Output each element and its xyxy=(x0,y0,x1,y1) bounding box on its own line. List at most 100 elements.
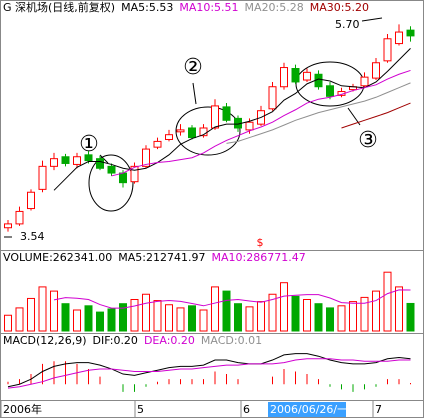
marker: $ xyxy=(257,236,264,249)
candle-body xyxy=(280,67,288,88)
x-tick-label: 6 xyxy=(243,403,250,416)
header-item: MA5:212741.97 xyxy=(118,251,205,264)
panel-header: VOLUME:262341.00 MA5:212741.97 MA10:286771… xyxy=(3,251,306,264)
volume-bar xyxy=(119,303,127,332)
candle-body xyxy=(222,106,231,121)
volume-bar xyxy=(107,308,116,332)
volume-bar xyxy=(50,290,58,332)
circled-number: ① xyxy=(79,132,99,157)
header-item: MA5:5.53 xyxy=(121,1,173,14)
volume-bar xyxy=(142,293,150,332)
candle-body xyxy=(360,76,369,87)
volume-bar xyxy=(153,300,162,332)
header-item: MACD(12,26,9) xyxy=(3,334,87,347)
volume-bar xyxy=(61,303,70,332)
date-highlight xyxy=(268,402,346,417)
volume-bar xyxy=(280,282,288,332)
dif-line xyxy=(7,353,411,388)
volume-bar xyxy=(130,299,139,332)
volume-bar xyxy=(234,303,242,332)
volume-bar xyxy=(199,309,208,332)
candle-body xyxy=(406,29,415,37)
candle-body xyxy=(130,165,139,183)
volume-bar xyxy=(84,305,93,332)
moving-average xyxy=(53,48,411,191)
moving-average xyxy=(226,82,411,144)
header-item: MA20:5.28 xyxy=(245,1,304,14)
x-tick-label: 2006年 xyxy=(3,402,42,416)
candle-body xyxy=(153,140,162,148)
panel-header: MACD(12,26,9) DIF:0.20 DEA:0.20 MACD:0.01 xyxy=(3,334,262,347)
volume-bar xyxy=(165,304,173,332)
volume-bar xyxy=(211,286,219,332)
circled-number: ② xyxy=(183,55,203,80)
pointer xyxy=(361,17,383,22)
highlight-ellipse xyxy=(88,154,134,212)
dea-line xyxy=(7,358,411,389)
pointer xyxy=(192,82,197,105)
candle-body xyxy=(50,158,58,167)
candle-body xyxy=(96,158,104,169)
x-tick-label: 5 xyxy=(137,403,144,416)
volume-bar xyxy=(15,307,24,332)
candle-body xyxy=(303,71,311,81)
candle-body xyxy=(176,129,185,133)
x-tick-label: 2006/06/26/一 xyxy=(270,403,348,416)
candle-body xyxy=(211,105,219,129)
volume-bar xyxy=(257,301,265,332)
header-item: MA30:5.20 xyxy=(310,1,369,14)
volume-bar xyxy=(383,271,392,332)
volume-bar xyxy=(314,303,323,332)
moving-average xyxy=(341,102,411,129)
candle-body xyxy=(15,210,24,225)
header-item: MA10:286771.47 xyxy=(211,251,305,264)
header-item: DIF:0.20 xyxy=(93,334,138,347)
panel-header: G 深机场(日线,前复权) MA5:5.53 MA10:5.51 MA20:5.28 M… xyxy=(3,0,369,14)
candle-body xyxy=(326,85,334,97)
volume-bar xyxy=(176,307,185,332)
candle-body xyxy=(268,86,277,110)
candle-body xyxy=(372,62,380,79)
volume-bar xyxy=(268,293,277,332)
volume-bar xyxy=(245,306,254,332)
volume-bar xyxy=(349,301,357,332)
highlight-ellipse xyxy=(175,106,241,156)
moving-average xyxy=(111,69,411,177)
volume-average xyxy=(53,289,411,309)
volume-bar xyxy=(96,311,104,332)
volume-bar xyxy=(222,290,231,332)
volume-bar xyxy=(372,290,380,332)
low-label: 3.54 xyxy=(20,230,45,243)
title: G 深机场(日线,前复权) xyxy=(3,0,115,14)
candle-body xyxy=(27,191,35,210)
candle-body xyxy=(245,121,254,131)
volume-bar xyxy=(360,296,369,332)
circled-number: ③ xyxy=(358,128,378,153)
volume-bar xyxy=(395,286,403,332)
candle-body xyxy=(119,172,127,184)
volume-bar xyxy=(188,305,196,332)
candle-body xyxy=(383,38,392,62)
candle-body xyxy=(84,154,93,162)
volume-bar xyxy=(326,307,334,332)
candle-body xyxy=(165,134,173,140)
high-label: 5.70 xyxy=(335,18,360,31)
volume-bar xyxy=(27,297,35,332)
volume-bar xyxy=(4,314,12,332)
candle-body xyxy=(4,223,12,229)
header-item: VOLUME:262341.00 xyxy=(3,251,112,264)
volume-bar xyxy=(337,305,346,332)
candle-body xyxy=(73,156,81,165)
candle-body xyxy=(291,68,300,83)
x-tick-label: 7 xyxy=(375,403,382,416)
candle-body xyxy=(38,165,47,190)
header-item: MA10:5.51 xyxy=(179,1,238,14)
volume-bar xyxy=(406,302,415,332)
candle-body xyxy=(395,31,403,45)
candle-body xyxy=(61,156,70,164)
volume-bar xyxy=(303,299,311,332)
volume-bar xyxy=(38,286,47,332)
volume-bar xyxy=(291,295,300,332)
candle-body xyxy=(188,127,196,139)
